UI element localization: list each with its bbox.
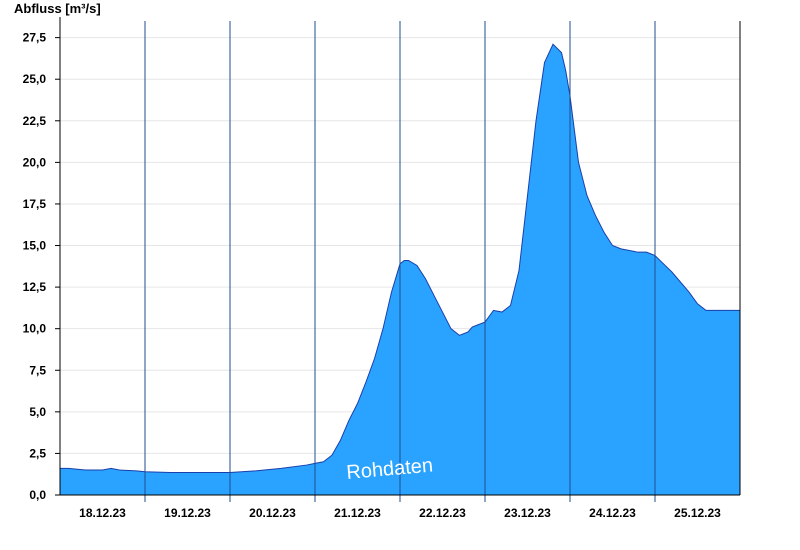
discharge-line	[60, 43, 740, 474]
x-tick-label: 20.12.23	[249, 506, 296, 520]
y-tick-label: 7,5	[29, 363, 46, 377]
x-tick-label: 21.12.23	[334, 506, 381, 520]
y-tick-label: 15,0	[23, 239, 47, 253]
y-tick-label: 17,5	[23, 197, 47, 211]
axes	[59, 17, 741, 496]
x-tick-label: 18.12.23	[79, 506, 126, 520]
y-tick-label: 25,0	[23, 72, 47, 86]
x-tick-label: 25.12.23	[674, 506, 721, 520]
y-tick-label: 0,0	[29, 488, 46, 502]
y-tick-label: 22,5	[23, 114, 47, 128]
y-ticks: 0,0 2,5 5,0 7,5 10,0 12,5 15,0 17,5 20,0 22,5 25,0…	[23, 31, 60, 502]
x-ticks: 18.12.23 19.12.23 20.12.23 21.12.23 22.12.23…	[79, 506, 721, 520]
x-tick-label: 24.12.23	[589, 506, 636, 520]
y-tick-label: 2,5	[29, 446, 46, 460]
y-tick-label: 5,0	[29, 405, 46, 419]
day-separators	[144, 21, 656, 502]
y-tick-label: 27,5	[23, 31, 47, 45]
y-tick-label: 20,0	[23, 155, 47, 169]
y-tick-label: 12,5	[23, 280, 47, 294]
x-tick-label: 22.12.23	[419, 506, 466, 520]
x-tick-label: 19.12.23	[164, 506, 211, 520]
y-tick-label: 10,0	[23, 322, 47, 336]
y-axis-label: Abfluss [m³/s]	[14, 1, 101, 16]
x-tick-label: 23.12.23	[504, 506, 551, 520]
